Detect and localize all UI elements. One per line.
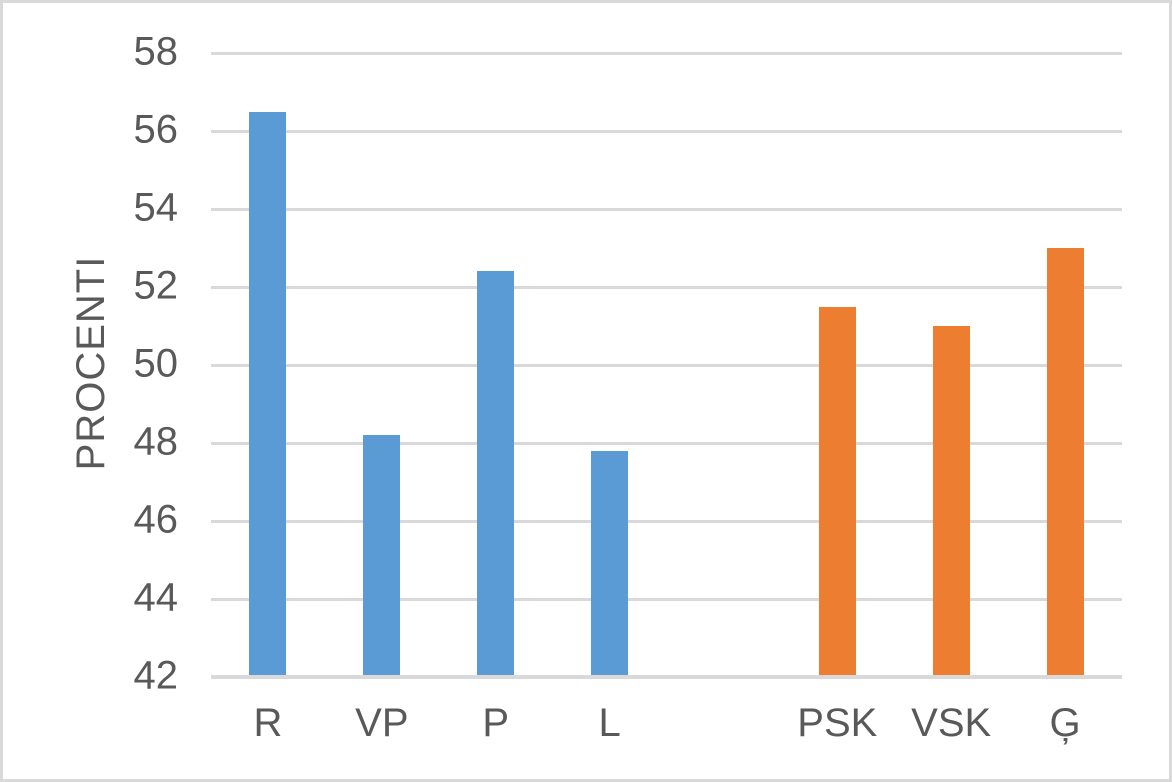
y-tick-label: 52 (133, 263, 179, 308)
x-axis-label-Ģ: Ģ (1049, 701, 1081, 745)
y-tick-label: 44 (133, 575, 179, 620)
y-tick-label: 56 (133, 107, 179, 152)
x-axis-line (211, 675, 1122, 679)
y-tick-label: 42 (133, 653, 179, 698)
gridline (211, 129, 1122, 133)
x-axis-label-VP: VP (355, 701, 409, 745)
y-tick-label: 58 (133, 29, 179, 74)
gridline (211, 363, 1122, 367)
bar-P (477, 271, 515, 677)
y-tick-label: 50 (133, 341, 179, 386)
x-axis-label-PSK: PSK (797, 701, 878, 745)
y-tick-label: 46 (133, 497, 179, 542)
x-axis-label-P: P (482, 701, 510, 745)
gridline (211, 441, 1122, 445)
gridline (211, 51, 1122, 55)
x-axis-label-R: R (253, 701, 283, 745)
gridline (211, 207, 1122, 211)
bar-VP (363, 435, 401, 677)
bar-PSK (818, 306, 856, 677)
bar-L (591, 450, 629, 677)
y-tick-label: 54 (133, 185, 179, 230)
x-axis-label-L: L (598, 701, 621, 745)
bar-VSK (932, 326, 970, 677)
x-axis-label-VSK: VSK (911, 701, 992, 745)
gridline (211, 597, 1122, 601)
y-tick-label: 48 (133, 419, 179, 464)
gridline (211, 519, 1122, 523)
bar-R (249, 111, 287, 677)
gridline (211, 285, 1122, 289)
bar-Ģ (1046, 248, 1084, 677)
